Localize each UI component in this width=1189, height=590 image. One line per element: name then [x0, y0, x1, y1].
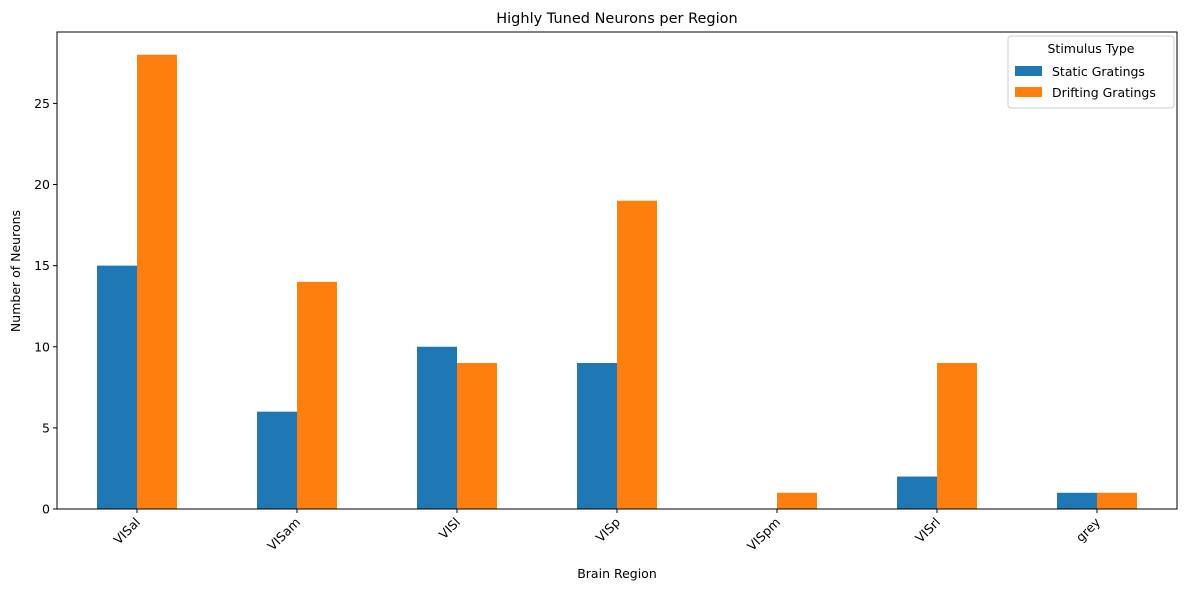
- plot-area: 0 5 10 15 20 25 VISal VISam VISl VISp VISpm VISrl gr…: [34, 31, 1178, 554]
- x-tick-label: VISpm: [744, 515, 783, 554]
- legend-title: Stimulus Type: [1048, 41, 1135, 56]
- bar-drifting-gratings-vispm: [777, 492, 817, 509]
- legend-swatch-drifting-gratings: [1015, 87, 1042, 97]
- y-tick-label: 10: [34, 339, 50, 354]
- y-tick-label: 5: [42, 420, 50, 435]
- x-tick-label: VISrl: [912, 515, 943, 546]
- bar-drifting-gratings-grey: [1097, 492, 1137, 509]
- bar-drifting-gratings-visal: [137, 54, 177, 509]
- bar-static-gratings-visp: [577, 362, 617, 509]
- x-tick-label: VISp: [593, 514, 624, 545]
- bar-drifting-gratings-visp: [617, 200, 657, 510]
- bar-static-gratings-visrl: [897, 476, 937, 509]
- legend-label-drifting-gratings: Drifting Gratings: [1052, 85, 1156, 100]
- x-tick-label: VISam: [264, 515, 303, 554]
- bar-drifting-gratings-visrl: [937, 362, 977, 509]
- x-tick-label: VISl: [436, 515, 463, 542]
- x-tick-label: grey: [1073, 514, 1104, 545]
- bar-static-gratings-visl: [417, 346, 457, 509]
- legend-swatch-static-gratings: [1015, 66, 1042, 76]
- y-tick-label: 25: [34, 96, 50, 111]
- x-axis-label: Brain Region: [577, 566, 657, 581]
- bar-static-gratings-visam: [257, 411, 297, 509]
- legend-label-static-gratings: Static Gratings: [1052, 64, 1145, 79]
- bar-static-gratings-visal: [97, 265, 137, 509]
- legend: Stimulus Type Static Gratings Drifting Gr…: [1007, 35, 1175, 109]
- bar-drifting-gratings-visam: [297, 281, 337, 509]
- y-tick-label: 0: [42, 502, 50, 517]
- y-tick-label: 20: [34, 177, 50, 192]
- legend-items: Static Gratings Drifting Gratings: [1015, 64, 1156, 100]
- legend-box: [1007, 35, 1175, 109]
- y-tick-label: 15: [34, 258, 50, 273]
- x-tick-label: VISal: [110, 515, 143, 548]
- y-axis-label: Number of Neurons: [8, 210, 23, 332]
- chart-title: Highly Tuned Neurons per Region: [496, 11, 737, 27]
- bar-static-gratings-grey: [1057, 492, 1097, 509]
- bar-drifting-gratings-visl: [457, 362, 497, 509]
